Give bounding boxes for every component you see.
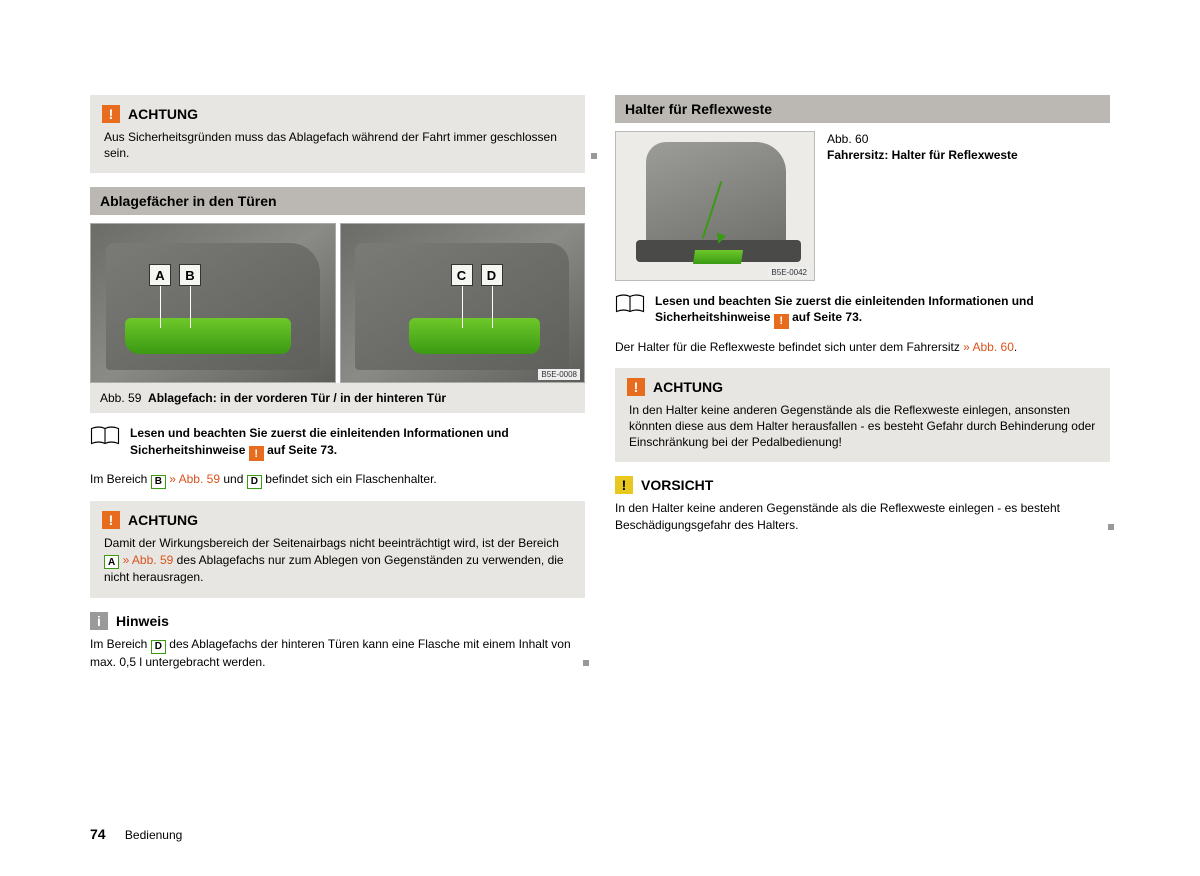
alert-header: ! ACHTUNG bbox=[102, 511, 573, 529]
alert-body: In den Halter keine anderen Gegenstände … bbox=[627, 402, 1098, 451]
end-mark bbox=[1108, 524, 1114, 530]
page-footer: 74 Bedienung bbox=[90, 826, 182, 842]
figure-60-image: B5E-0042 bbox=[615, 131, 815, 281]
read-first-row: Lesen und beachten Sie zuerst die einlei… bbox=[615, 293, 1110, 329]
page-number: 74 bbox=[90, 826, 106, 842]
vorsicht-body: In den Halter keine anderen Gegenstände … bbox=[615, 500, 1110, 534]
figure-code: B5E-0042 bbox=[768, 267, 810, 278]
alert-body: Aus Sicherheitsgründen muss das Ablagefa… bbox=[102, 129, 573, 161]
caution-icon: ! bbox=[615, 476, 633, 494]
achtung-box: ! ACHTUNG In den Halter keine anderen Ge… bbox=[615, 368, 1110, 463]
hinweis-body: Im Bereich D des Ablagefachs der hintere… bbox=[90, 636, 585, 671]
figure-59: A B C D B5E-0008 bbox=[90, 223, 585, 383]
section-header: Halter für Reflexweste bbox=[615, 95, 1110, 123]
label-ref-d: D bbox=[151, 640, 166, 654]
label-ref-d: D bbox=[247, 475, 262, 489]
alert-title: ACHTUNG bbox=[653, 379, 723, 395]
figure-59-caption: Abb. 59 Ablagefach: in der vorderen Tür … bbox=[90, 383, 585, 413]
label-b: B bbox=[179, 264, 201, 286]
warning-icon: ! bbox=[249, 446, 264, 461]
figure-code: B5E-0008 bbox=[538, 369, 580, 380]
read-first-row: Lesen und beachten Sie zuerst die einlei… bbox=[90, 425, 585, 461]
end-mark bbox=[583, 660, 589, 666]
alert-body: Damit der Wirkungsbereich der Seitenairb… bbox=[102, 535, 573, 585]
right-column: Halter für Reflexweste B5E-0042 Abb. 60 … bbox=[615, 95, 1110, 670]
left-column: ! ACHTUNG Aus Sicherheitsgründen muss da… bbox=[90, 95, 585, 670]
book-icon bbox=[90, 425, 120, 447]
end-mark bbox=[591, 153, 597, 159]
figure-60-caption: Abb. 60 Fahrersitz: Halter für Reflexwes… bbox=[827, 131, 1018, 163]
figure-59-rear-door: C D B5E-0008 bbox=[340, 223, 586, 383]
warning-icon: ! bbox=[102, 105, 120, 123]
label-ref-a: A bbox=[104, 555, 119, 569]
achtung-box-2: ! ACHTUNG Damit der Wirkungsbereich der … bbox=[90, 501, 585, 597]
section-header: Ablagefächer in den Türen bbox=[90, 187, 585, 215]
achtung-box-1: ! ACHTUNG Aus Sicherheitsgründen muss da… bbox=[90, 95, 585, 173]
alert-header: ! ACHTUNG bbox=[627, 378, 1098, 396]
label-c: C bbox=[451, 264, 473, 286]
book-icon bbox=[615, 293, 645, 315]
warning-icon: ! bbox=[627, 378, 645, 396]
hinweis-header: i Hinweis bbox=[90, 612, 585, 630]
label-ref-b: B bbox=[151, 475, 166, 489]
figure-59-front-door: A B bbox=[90, 223, 336, 383]
alert-title: ACHTUNG bbox=[128, 512, 198, 528]
warning-icon: ! bbox=[774, 314, 789, 329]
figure-60: B5E-0042 Abb. 60 Fahrersitz: Halter für … bbox=[615, 131, 1110, 281]
body-text-1: Im Bereich B » Abb. 59 und D befindet si… bbox=[90, 471, 585, 489]
vorsicht-title: VORSICHT bbox=[641, 477, 713, 493]
alert-header: ! ACHTUNG bbox=[102, 105, 573, 123]
vorsicht-header: ! VORSICHT bbox=[615, 476, 1110, 494]
read-first-text: Lesen und beachten Sie zuerst die einlei… bbox=[130, 425, 585, 461]
info-icon: i bbox=[90, 612, 108, 630]
footer-section: Bedienung bbox=[125, 828, 182, 842]
alert-title: ACHTUNG bbox=[128, 106, 198, 122]
label-a: A bbox=[149, 264, 171, 286]
body-text-1: Der Halter für die Reflexweste befindet … bbox=[615, 339, 1110, 356]
read-first-text: Lesen und beachten Sie zuerst die einlei… bbox=[655, 293, 1110, 329]
hinweis-title: Hinweis bbox=[116, 613, 169, 629]
page-content: ! ACHTUNG Aus Sicherheitsgründen muss da… bbox=[0, 0, 1200, 670]
warning-icon: ! bbox=[102, 511, 120, 529]
label-d: D bbox=[481, 264, 503, 286]
